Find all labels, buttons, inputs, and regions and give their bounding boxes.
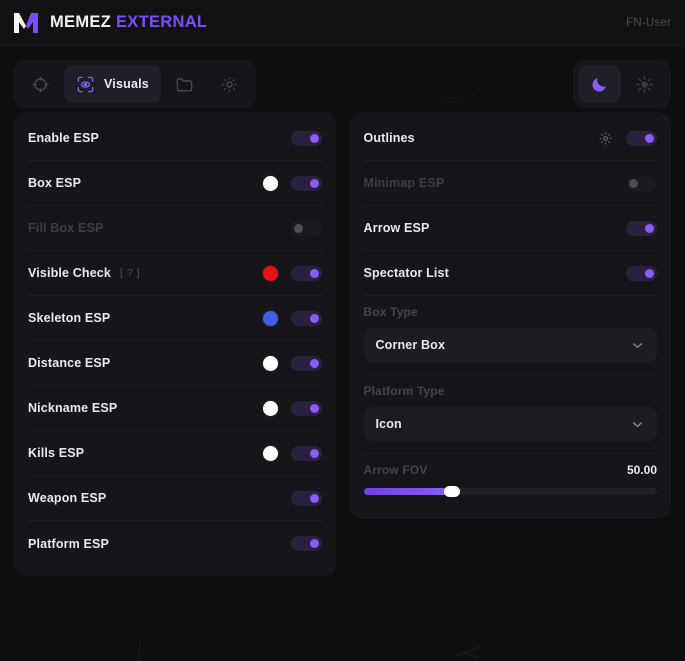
help-hint[interactable]: [ ? ] [120, 267, 141, 279]
color-swatch-box-esp[interactable] [262, 175, 278, 191]
slider-value: 50.00 [626, 463, 657, 477]
row-box-esp: Box ESP [28, 161, 322, 206]
dropdown-box-type[interactable]: Corner Box [363, 328, 657, 362]
toggle-fill-box-esp[interactable] [290, 220, 322, 236]
row-platform-esp: Platform ESP [28, 521, 322, 566]
row-label: Visible Check [28, 266, 112, 280]
visuals-extras-panel: Outlines Minimap ESP Arrow ESP [349, 112, 671, 519]
visuals-esp-panel: Enable ESP Box ESP Fill Box ESP Visible … [14, 112, 336, 576]
toggle-spectator-list[interactable] [626, 265, 657, 281]
toggle-arrow-esp[interactable] [626, 220, 657, 236]
toggle-kills-esp[interactable] [290, 445, 322, 461]
tab-visuals-label: Visuals [104, 77, 149, 91]
user-label: FN-User [626, 16, 671, 29]
row-label: Enable ESP [28, 131, 99, 145]
row-label: Platform ESP [28, 536, 109, 551]
row-fill-box-esp: Fill Box ESP [28, 206, 322, 251]
row-weapon-esp: Weapon ESP [28, 476, 322, 521]
color-swatch-distance-esp[interactable] [262, 355, 278, 371]
dropdown-value: Icon [375, 417, 402, 431]
color-swatch-nickname-esp[interactable] [262, 400, 278, 416]
row-label: Kills ESP [28, 446, 85, 460]
row-label: Skeleton ESP [28, 311, 111, 325]
slider-label: Arrow FOV [363, 463, 428, 477]
row-visible-check: Visible Check [ ? ] [28, 251, 322, 296]
color-swatch-skeleton-esp[interactable] [262, 310, 278, 326]
toggle-skeleton-esp[interactable] [290, 310, 322, 326]
folder-icon [175, 75, 194, 94]
brand-accent: EXTERNAL [115, 13, 208, 31]
dropdown-platform-type[interactable]: Icon [363, 407, 657, 441]
row-label: Arrow ESP [363, 221, 430, 235]
category-tabs: Visuals [14, 60, 256, 108]
sun-icon [635, 75, 654, 94]
toggle-nickname-esp[interactable] [290, 400, 322, 416]
row-nickname-esp: Nickname ESP [28, 386, 322, 431]
tab-visuals[interactable]: Visuals [64, 65, 161, 103]
field-arrow-fov: Arrow FOV 50.00 [363, 454, 657, 509]
row-label: Nickname ESP [28, 401, 118, 415]
row-minimap-esp: Minimap ESP [363, 161, 657, 206]
row-outlines: Outlines [363, 116, 657, 161]
row-label: Weapon ESP [28, 491, 107, 505]
chevron-down-icon [630, 338, 645, 353]
toggle-platform-esp[interactable] [290, 536, 322, 551]
row-enable-esp: Enable ESP [28, 116, 322, 161]
gear-icon[interactable] [598, 131, 613, 146]
toggle-weapon-esp[interactable] [290, 490, 322, 506]
slider-arrow-fov[interactable] [363, 486, 657, 497]
field-platform-type: Platform Type Icon [363, 375, 657, 454]
row-skeleton-esp: Skeleton ESP [28, 296, 322, 341]
field-label: Platform Type [363, 384, 445, 398]
tab-settings[interactable] [208, 65, 251, 103]
color-swatch-visible-check[interactable] [262, 265, 278, 281]
tab-configs[interactable] [163, 65, 206, 103]
toggle-outlines[interactable] [626, 130, 657, 146]
row-label: Box ESP [28, 176, 82, 190]
toggle-enable-esp[interactable] [290, 130, 322, 146]
row-kills-esp: Kills ESP [28, 431, 322, 476]
row-label: Spectator List [363, 266, 449, 280]
row-label: Outlines [363, 131, 415, 145]
tab-dark-theme[interactable] [578, 65, 621, 103]
row-distance-esp: Distance ESP [28, 341, 322, 386]
row-spectator-list: Spectator List [363, 251, 657, 296]
eye-scan-icon [76, 75, 95, 94]
toggle-minimap-esp[interactable] [626, 175, 657, 191]
brand: MEMEZ EXTERNAL [0, 11, 207, 35]
field-label: Box Type [363, 305, 418, 319]
tab-light-theme[interactable] [623, 65, 666, 103]
row-arrow-esp: Arrow ESP [363, 206, 657, 251]
theme-tabs [573, 60, 671, 108]
toggle-visible-check[interactable] [290, 265, 322, 281]
toggle-distance-esp[interactable] [290, 355, 322, 371]
chevron-down-icon [630, 417, 645, 432]
row-label: Minimap ESP [363, 176, 445, 190]
row-label: Fill Box ESP [28, 221, 104, 235]
page-title: MEMEZ EXTERNAL [50, 13, 207, 32]
memez-m-logo-icon [13, 11, 39, 35]
toggle-box-esp[interactable] [290, 175, 322, 191]
toolbar: Visuals [0, 46, 685, 112]
gear-icon [220, 75, 239, 94]
row-label: Distance ESP [28, 356, 111, 370]
tab-aimbot[interactable] [19, 65, 62, 103]
moon-icon [590, 75, 609, 94]
crosshair-icon [31, 75, 50, 94]
field-box-type: Box Type Corner Box [363, 296, 657, 375]
title-bar: MEMEZ EXTERNAL FN-User [0, 0, 685, 46]
brand-main: MEMEZ [50, 13, 112, 31]
settings-columns: Enable ESP Box ESP Fill Box ESP Visible … [0, 112, 685, 576]
dropdown-value: Corner Box [375, 338, 446, 352]
color-swatch-kills-esp[interactable] [262, 445, 278, 461]
